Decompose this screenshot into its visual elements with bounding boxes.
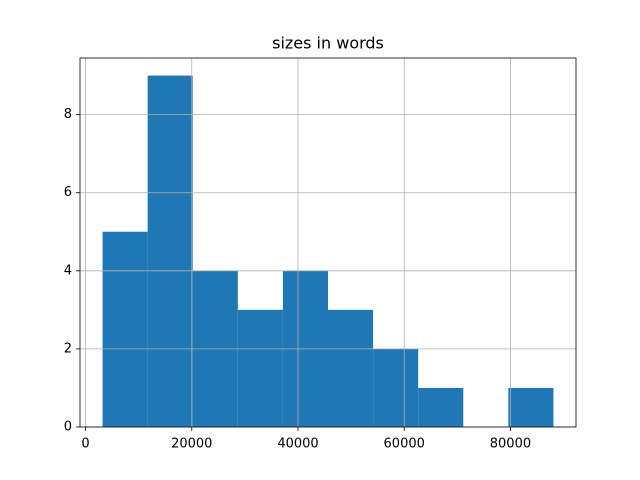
chart-title: sizes in words [272, 34, 384, 53]
x-tick-label: 20000 [171, 437, 212, 452]
bar [102, 231, 148, 427]
y-tick-label: 6 [64, 185, 72, 200]
x-tick-label: 80000 [490, 437, 531, 452]
bar [237, 309, 283, 427]
x-tick-label: 40000 [277, 437, 318, 452]
plot-frame [79, 57, 577, 428]
y-tick-label: 2 [64, 341, 72, 356]
bar [508, 387, 554, 427]
x-tick-label: 60000 [384, 437, 425, 452]
y-tick-label: 8 [64, 107, 72, 122]
bar [328, 309, 374, 427]
bar [373, 348, 419, 427]
bar [147, 75, 193, 428]
x-tick-label: 0 [81, 437, 89, 452]
y-tick-label: 4 [64, 263, 72, 278]
bar [418, 387, 464, 427]
y-tick-label: 0 [64, 420, 72, 435]
